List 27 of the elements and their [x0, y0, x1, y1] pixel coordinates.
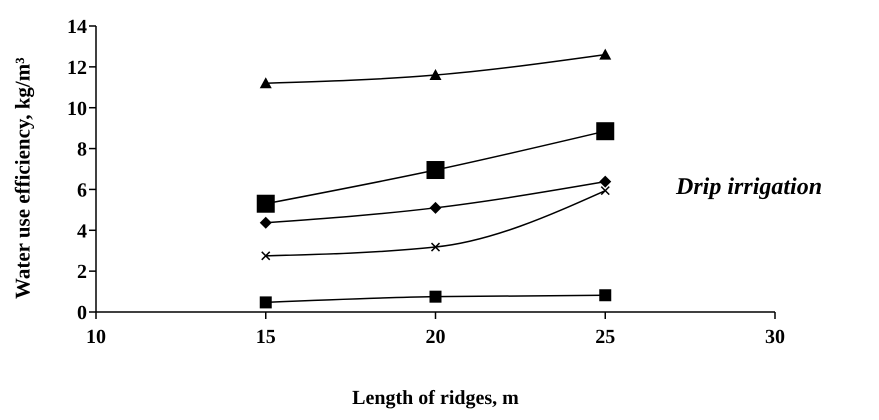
x-tick-label: 25 [595, 326, 616, 348]
x-tick-label: 15 [256, 326, 276, 348]
point [599, 176, 612, 188]
point [426, 161, 444, 180]
y-tick-label: 4 [77, 220, 87, 242]
point [599, 48, 612, 60]
point [260, 216, 272, 229]
point [430, 290, 442, 303]
y-tick-label: 14 [67, 16, 87, 38]
point [430, 202, 442, 214]
y-tick-label: 2 [77, 261, 87, 284]
point [599, 289, 612, 302]
y-tick-label: 8 [77, 138, 87, 161]
y-axis-title: Water use efficiency, kg/m³ [10, 57, 34, 299]
annotation: Drip irrigation [676, 174, 822, 201]
x-tick-label: 20 [426, 326, 446, 348]
point [260, 296, 272, 308]
y-tick-label: 10 [67, 98, 87, 120]
point [596, 122, 614, 140]
x-tick-label: 30 [765, 326, 785, 348]
point [430, 69, 442, 80]
point [256, 194, 275, 213]
y-tick-label: 0 [77, 302, 87, 324]
y-tick-label: 12 [67, 56, 87, 79]
y-tick-label: 6 [77, 180, 87, 202]
point [260, 77, 272, 88]
x-axis-title: Length of ridges, m [352, 387, 520, 409]
